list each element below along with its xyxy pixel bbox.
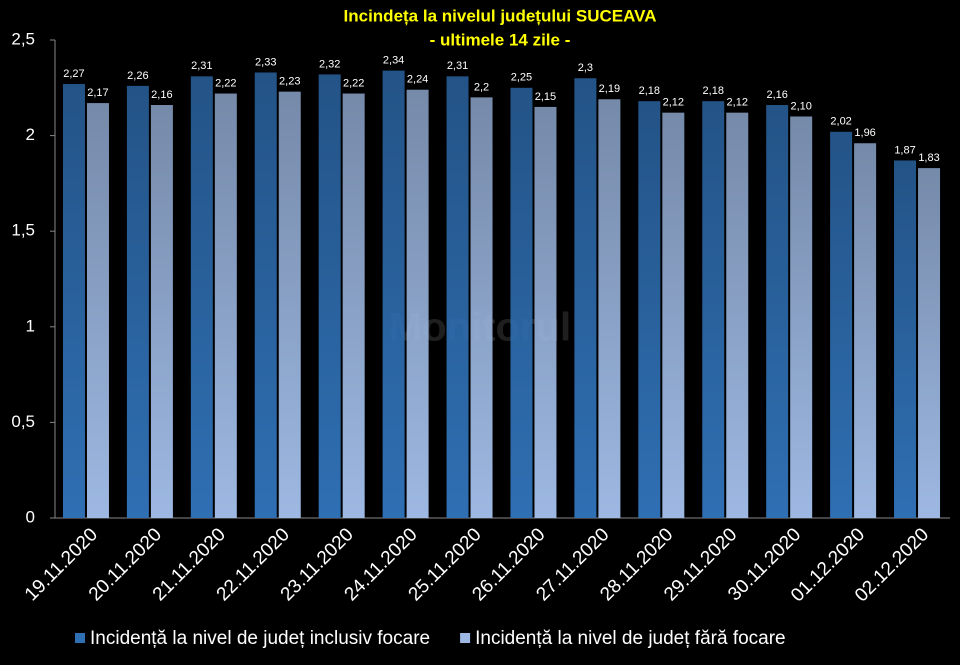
value-label: 2,18	[703, 85, 724, 97]
value-label: 2,17	[87, 87, 108, 99]
y-tick-label: 1,5	[11, 221, 35, 240]
value-label: 2,31	[191, 60, 212, 72]
bar	[318, 74, 341, 518]
bar	[790, 116, 813, 518]
bar	[830, 131, 853, 518]
value-label: 2,19	[599, 83, 620, 95]
value-label: 2,26	[127, 70, 148, 82]
bar	[598, 99, 621, 518]
bar	[574, 78, 597, 519]
legend-label: Incidență la nivel de județ inclusiv foc…	[90, 628, 430, 649]
bar	[894, 160, 917, 518]
bar	[278, 91, 301, 519]
bar	[702, 101, 725, 519]
value-label: 2,12	[663, 97, 684, 109]
bar	[510, 87, 533, 519]
value-label: 2,24	[407, 74, 428, 86]
value-label: 2,18	[639, 85, 660, 97]
value-label: 2,27	[63, 68, 84, 80]
bar	[382, 70, 405, 518]
value-label: 2,15	[535, 91, 556, 103]
bar	[150, 105, 173, 519]
value-label: 2,22	[215, 77, 236, 89]
value-label: 1,83	[918, 152, 939, 164]
y-tick-label: 1	[26, 316, 35, 335]
y-tick-label: 0,5	[11, 412, 35, 431]
value-label: 2,02	[830, 116, 851, 128]
value-label: 2,33	[255, 56, 276, 68]
bar	[918, 168, 941, 518]
value-label: 2,32	[319, 58, 340, 70]
bar	[726, 112, 749, 518]
value-label: 2,16	[766, 89, 787, 101]
value-label: 2,23	[279, 76, 300, 88]
chart-subtitle: - ultimele 14 zile -	[430, 30, 571, 49]
value-label: 2,10	[790, 100, 811, 112]
bar	[662, 112, 685, 518]
bar	[126, 85, 149, 518]
bar	[342, 93, 365, 518]
bar	[86, 103, 109, 518]
value-label: 1,87	[894, 144, 915, 156]
value-label: 2,31	[447, 60, 468, 72]
bar	[766, 105, 789, 519]
value-label: 2,16	[151, 89, 172, 101]
bar	[638, 101, 661, 519]
bar	[446, 76, 469, 518]
legend-swatch	[75, 633, 85, 643]
value-label: 2,3	[578, 62, 593, 74]
bar	[534, 106, 557, 519]
bar	[190, 76, 213, 518]
bar	[214, 93, 237, 518]
value-label: 2,22	[343, 77, 364, 89]
bar	[406, 89, 429, 518]
value-label: 2,34	[383, 54, 404, 66]
value-label: 2,2	[474, 81, 489, 93]
value-label: 1,96	[854, 127, 875, 139]
y-tick-label: 0	[26, 507, 35, 526]
bar	[62, 83, 85, 518]
y-tick-label: 2,5	[11, 29, 35, 48]
value-label: 2,25	[511, 72, 532, 84]
bar	[470, 97, 493, 519]
y-tick-label: 2	[26, 125, 35, 144]
bar	[254, 72, 277, 518]
bar	[854, 143, 877, 519]
legend-swatch	[460, 633, 471, 643]
chart-title: Incindeța la nivelul județului SUCEAVA	[344, 6, 657, 25]
value-label: 2,12	[727, 97, 748, 109]
legend-label: Incidență la nivel de județ fără focare	[475, 628, 786, 649]
